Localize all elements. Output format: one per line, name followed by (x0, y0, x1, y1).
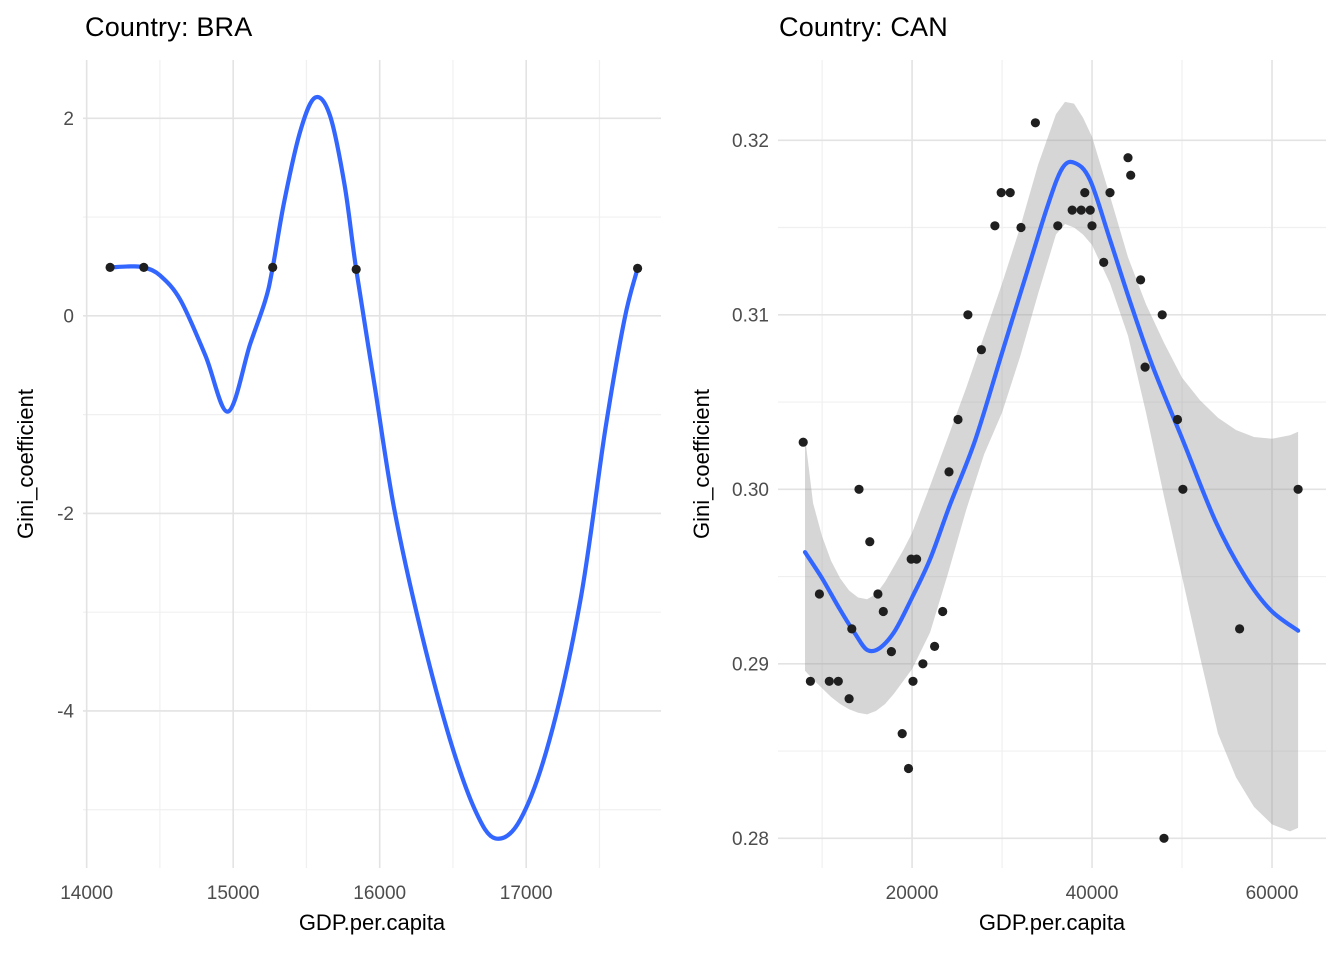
tick-labels: 14000 15000 16000 17000 2 0 -2 -4 (57, 109, 553, 904)
y-tick-label: 0.32 (732, 131, 769, 152)
scatter-points (798, 118, 1303, 843)
chart-title-bra: Country: BRA (85, 12, 253, 42)
y-tick-label: 0.31 (732, 305, 769, 326)
data-point (908, 676, 918, 686)
data-point (903, 763, 914, 774)
confidence-ribbon (805, 101, 1299, 832)
data-point (1293, 484, 1303, 494)
data-point (1053, 221, 1063, 231)
data-point (897, 729, 907, 739)
smooth-line (802, 159, 1301, 654)
data-point (1067, 205, 1077, 215)
data-point (139, 262, 149, 272)
data-point (944, 467, 954, 477)
smooth-line (108, 94, 640, 841)
y-tick-label: 0.29 (732, 654, 769, 675)
data-point (844, 694, 854, 704)
minor-gridlines (778, 60, 1326, 868)
x-tick-label: 14000 (60, 883, 113, 904)
y-tick-label: -4 (57, 701, 74, 722)
data-point (976, 345, 986, 355)
data-point (953, 414, 963, 425)
data-point (918, 659, 928, 669)
plot-area-bra: 14000 15000 16000 17000 2 0 -2 -4 (57, 60, 661, 904)
data-point (833, 676, 843, 686)
data-point (878, 606, 888, 617)
chart-panel-bra: 14000 15000 16000 17000 2 0 -2 -4 Country: BRA … (13, 12, 661, 935)
y-tick-label: 2 (63, 109, 74, 130)
data-point (814, 589, 824, 599)
data-point (1123, 153, 1133, 163)
data-point (938, 606, 948, 617)
data-point (1016, 222, 1026, 233)
y-tick-label: -2 (57, 504, 74, 525)
data-point (847, 624, 857, 634)
x-tick-label: 15000 (207, 883, 260, 904)
data-point (633, 263, 643, 273)
data-point (1136, 275, 1146, 285)
data-point (351, 264, 361, 274)
data-point (1099, 257, 1109, 267)
data-point (105, 262, 115, 272)
data-point (1159, 833, 1169, 843)
data-point (873, 589, 883, 599)
data-point (865, 537, 875, 547)
y-tick-label: 0.30 (732, 480, 769, 501)
y-axis-title-can: Gini_coefficient (689, 388, 714, 540)
data-point (268, 262, 278, 272)
data-point (1076, 205, 1086, 215)
data-point (930, 641, 940, 652)
y-axis-title-bra: Gini_coefficient (13, 388, 38, 540)
x-tick-label: 20000 (886, 883, 939, 904)
data-point (1105, 188, 1115, 198)
scatter-points (105, 262, 643, 274)
plot-area-can: 20000 40000 60000 0.32 0.31 0.30 0.29 0.28 (732, 60, 1326, 904)
data-point (996, 188, 1006, 198)
data-point (963, 310, 973, 320)
chart-title-can: Country: CAN (779, 12, 948, 42)
data-point (854, 484, 864, 494)
x-tick-label: 40000 (1066, 883, 1119, 904)
data-point (1172, 414, 1183, 425)
data-point (1235, 624, 1245, 634)
data-point (1005, 188, 1015, 198)
data-point (1157, 310, 1167, 320)
x-axis-title-can: GDP.per.capita (978, 910, 1126, 935)
major-gridlines (83, 60, 661, 868)
x-axis-title-bra: GDP.per.capita (298, 910, 446, 935)
data-point (805, 676, 815, 686)
data-point (1140, 362, 1150, 372)
x-tick-label: 16000 (353, 883, 406, 904)
y-tick-label: 0.28 (732, 829, 769, 850)
data-point (1126, 170, 1136, 180)
x-tick-label: 60000 (1246, 883, 1299, 904)
x-tick-label: 17000 (500, 883, 553, 904)
data-point (798, 437, 808, 447)
data-point (1080, 188, 1090, 198)
chart-panel-can: 20000 40000 60000 0.32 0.31 0.30 0.29 0.28 Coun… (672, 0, 1344, 960)
data-point (1178, 484, 1188, 494)
major-gridlines (778, 60, 1326, 868)
y-tick-label: 0 (63, 306, 74, 327)
data-point (1030, 118, 1040, 128)
data-point (1087, 221, 1097, 231)
data-point (1085, 205, 1095, 215)
data-point (912, 554, 922, 564)
data-point (824, 676, 834, 686)
data-point (990, 221, 1000, 231)
minor-gridlines (83, 60, 661, 868)
data-point (886, 647, 896, 657)
tick-labels: 20000 40000 60000 0.32 0.31 0.30 0.29 0.28 (732, 131, 1298, 904)
